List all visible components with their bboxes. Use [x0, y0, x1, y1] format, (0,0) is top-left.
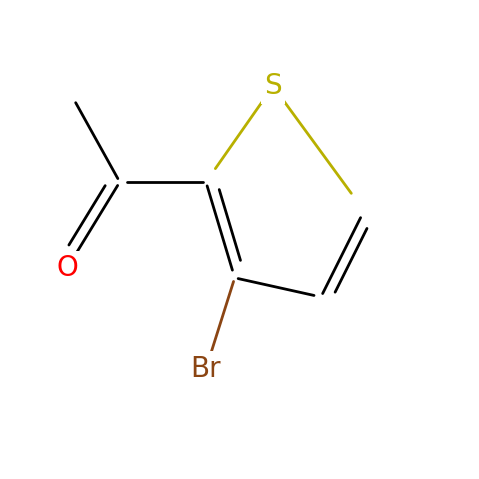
Text: O: O [56, 254, 78, 282]
Text: S: S [264, 72, 282, 100]
Text: Br: Br [191, 355, 221, 383]
